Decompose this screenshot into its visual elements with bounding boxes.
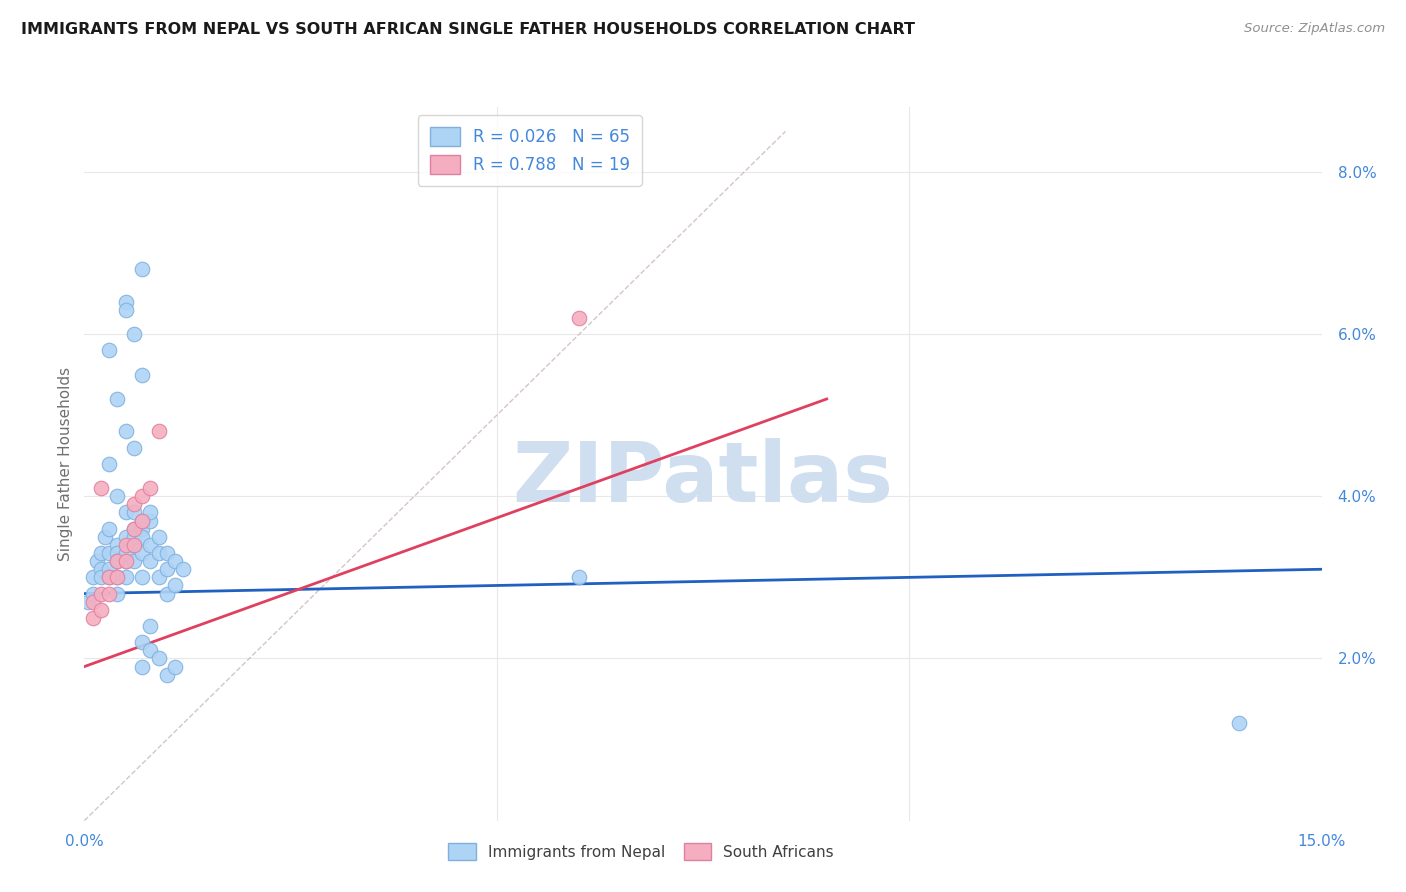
Point: [156, 546, 179, 560]
Point: [122, 530, 145, 544]
Point: [165, 659, 187, 673]
Point: [98, 457, 121, 471]
Point: [139, 481, 162, 495]
Point: [148, 530, 170, 544]
Point: [131, 570, 153, 584]
Text: IMMIGRANTS FROM NEPAL VS SOUTH AFRICAN SINGLE FATHER HOUSEHOLDS CORRELATION CHAR: IMMIGRANTS FROM NEPAL VS SOUTH AFRICAN S…: [21, 22, 915, 37]
Point: [139, 514, 162, 528]
Point: [114, 294, 136, 309]
Point: [568, 570, 591, 584]
Point: [98, 343, 121, 358]
Point: [1227, 716, 1250, 731]
Point: [105, 554, 128, 568]
Point: [568, 310, 591, 325]
Point: [122, 538, 145, 552]
Point: [105, 570, 128, 584]
Text: ZIPatlas: ZIPatlas: [513, 438, 893, 518]
Point: [82, 611, 104, 625]
Point: [131, 659, 153, 673]
Point: [82, 586, 104, 600]
Point: [98, 546, 121, 560]
Point: [156, 562, 179, 576]
Point: [139, 619, 162, 633]
Point: [139, 554, 162, 568]
Point: [114, 538, 136, 552]
Point: [94, 530, 117, 544]
Text: Source: ZipAtlas.com: Source: ZipAtlas.com: [1244, 22, 1385, 36]
Point: [122, 538, 145, 552]
Point: [122, 327, 145, 342]
Legend: Immigrants from Nepal, South Africans: Immigrants from Nepal, South Africans: [443, 837, 839, 866]
Point: [98, 562, 121, 576]
Point: [131, 522, 153, 536]
Point: [90, 570, 112, 584]
Point: [98, 570, 121, 584]
Y-axis label: Single Father Households: Single Father Households: [58, 367, 73, 561]
Point: [122, 506, 145, 520]
Point: [90, 562, 112, 576]
Point: [131, 546, 153, 560]
Point: [131, 514, 153, 528]
Point: [105, 586, 128, 600]
Point: [105, 546, 128, 560]
Point: [131, 635, 153, 649]
Point: [122, 554, 145, 568]
Point: [139, 538, 162, 552]
Point: [122, 522, 145, 536]
Point: [90, 546, 112, 560]
Point: [105, 538, 128, 552]
Point: [114, 530, 136, 544]
Point: [114, 554, 136, 568]
Point: [131, 368, 153, 382]
Point: [131, 514, 153, 528]
Point: [114, 506, 136, 520]
Point: [105, 392, 128, 406]
Point: [82, 570, 104, 584]
Point: [148, 651, 170, 665]
Point: [98, 570, 121, 584]
Point: [90, 603, 112, 617]
Point: [131, 530, 153, 544]
Point: [148, 570, 170, 584]
Point: [148, 546, 170, 560]
Point: [114, 302, 136, 317]
Point: [77, 595, 100, 609]
Point: [131, 489, 153, 503]
Point: [122, 522, 145, 536]
Point: [114, 570, 136, 584]
Point: [98, 586, 121, 600]
Point: [131, 262, 153, 277]
Point: [90, 586, 112, 600]
Point: [105, 570, 128, 584]
Point: [114, 425, 136, 439]
Point: [86, 554, 108, 568]
Point: [139, 643, 162, 657]
Point: [105, 554, 128, 568]
Point: [105, 489, 128, 503]
Point: [148, 425, 170, 439]
Point: [122, 441, 145, 455]
Point: [139, 506, 162, 520]
Point: [156, 667, 179, 681]
Point: [122, 497, 145, 511]
Point: [98, 522, 121, 536]
Point: [82, 595, 104, 609]
Point: [172, 562, 194, 576]
Point: [114, 546, 136, 560]
Point: [165, 554, 187, 568]
Point: [156, 586, 179, 600]
Point: [165, 578, 187, 592]
Point: [90, 481, 112, 495]
Point: [114, 554, 136, 568]
